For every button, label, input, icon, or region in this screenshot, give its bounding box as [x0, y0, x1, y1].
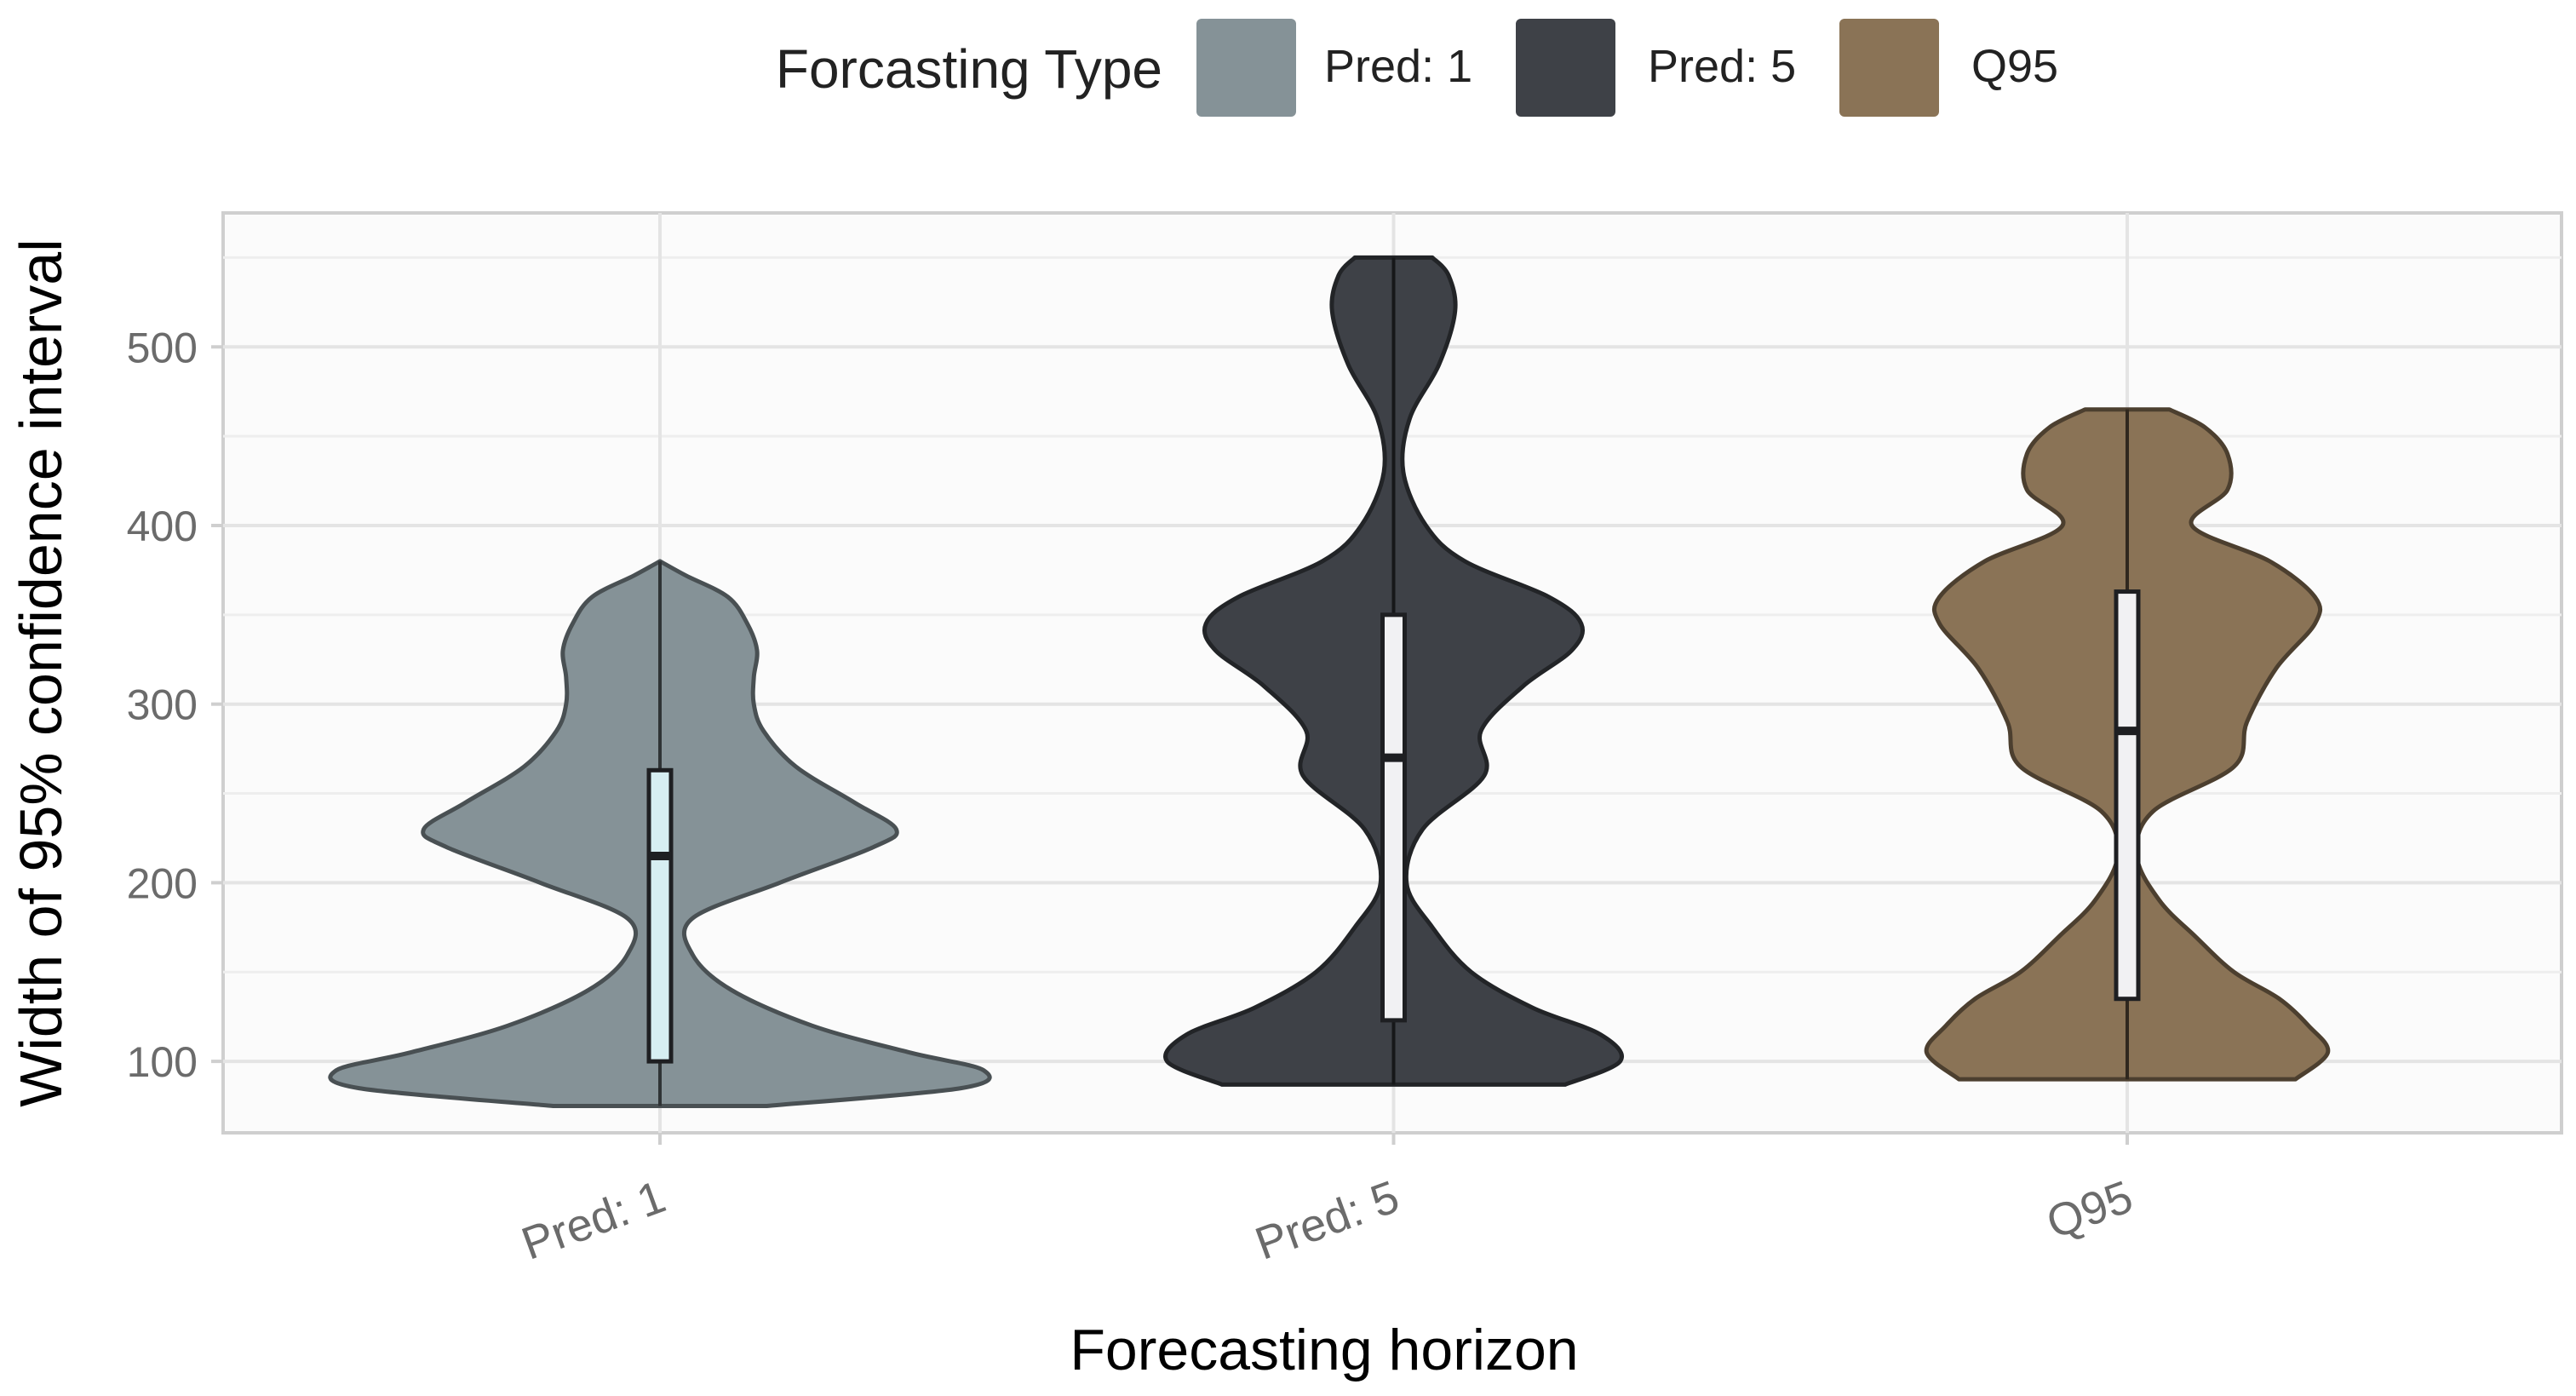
- y-tick-label: 300: [127, 681, 198, 729]
- legend-key-pred-5: [1516, 19, 1615, 117]
- legend-label-pred-1: Pred: 1: [1324, 41, 1472, 92]
- legend-label-q95: Q95: [1971, 41, 2058, 92]
- violin-box: [1380, 612, 1407, 1023]
- y-tick-label: 500: [127, 324, 198, 371]
- legend: Forcasting Type Pred: 1 Pred: 5 Q95: [776, 19, 2058, 117]
- legend-key-pred-1: [1196, 19, 1296, 117]
- legend-label-pred-5: Pred: 5: [1648, 41, 1796, 92]
- violin-box: [2114, 589, 2141, 1002]
- y-axis-ticks: 100 200 300 400 500: [127, 324, 223, 1086]
- violins: [328, 255, 2331, 1108]
- y-tick-label: 400: [127, 503, 198, 550]
- legend-key-q95: [1839, 19, 1939, 117]
- y-tick-label: 100: [127, 1038, 198, 1086]
- x-axis-title: Forecasting horizon: [1070, 1318, 1578, 1382]
- y-axis-title: Width of 95% confidence interval: [8, 238, 74, 1106]
- violin-box: [646, 767, 674, 1064]
- legend-title: Forcasting Type: [776, 38, 1162, 100]
- y-tick-label: 200: [127, 859, 198, 907]
